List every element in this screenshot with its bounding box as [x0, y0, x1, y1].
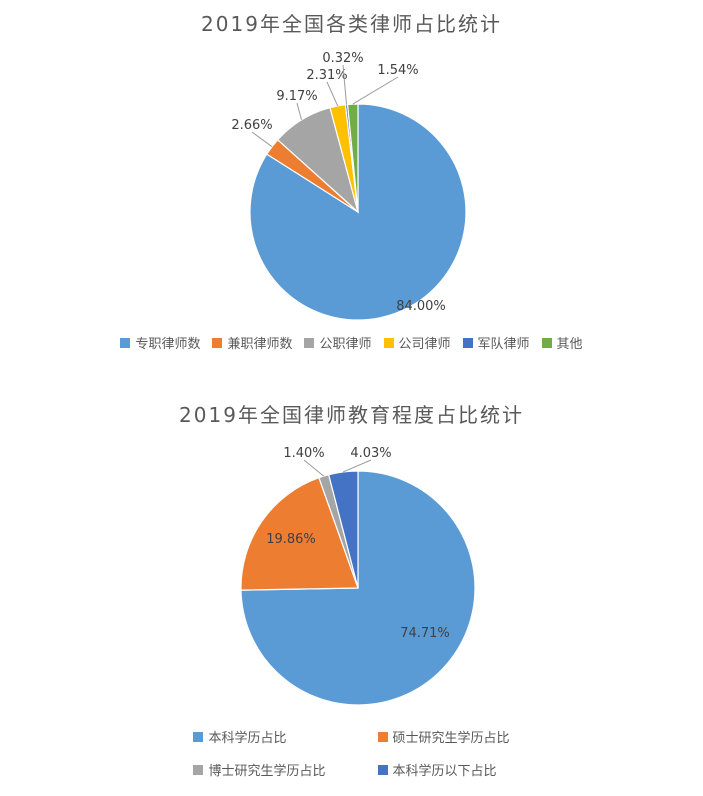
- legend-label: 军队律师: [477, 337, 530, 352]
- legend-label: 其他: [556, 337, 583, 352]
- lawyer-type-pie: 84.00% 2.66% 9.17% 2.31% 0.32% 1.54%: [231, 51, 467, 321]
- legend-item: 硕士研究生学历占比: [377, 727, 510, 746]
- legend-label: 本科学历以下占比: [392, 764, 497, 779]
- leader-line: [342, 64, 347, 105]
- legend-item: 公职律师: [304, 333, 372, 352]
- leader-line: [352, 76, 399, 105]
- legend-label: 硕士研究生学历占比: [392, 731, 510, 746]
- chart-legend: 专职律师数 兼职律师数 公职律师 公司律师 军队律师 其他: [0, 333, 703, 352]
- pie-slice: [240, 470, 476, 706]
- legend-item: 其他: [541, 333, 583, 352]
- chart-title: 2019年全国律师教育程度占比统计: [179, 403, 524, 427]
- legend-item: 军队律师: [462, 333, 530, 352]
- leader-line: [303, 459, 325, 477]
- pie-slice: [346, 103, 359, 213]
- slice-percent-label: 84.00%: [396, 299, 446, 314]
- legend-label: 兼职律师数: [227, 337, 293, 352]
- slice-percent-label: 0.32%: [322, 51, 363, 66]
- legend-label: 公司律师: [398, 337, 451, 352]
- legend-label: 专职律师数: [135, 337, 201, 352]
- legend-item: 专职律师数: [120, 333, 200, 352]
- chart-legend: 本科学历占比 硕士研究生学历占比博士研究生学历占比 本科学历以下占比: [0, 727, 703, 779]
- legend-swatch: [377, 764, 388, 775]
- legend-swatch: [193, 764, 204, 775]
- slice-percent-label: 4.03%: [350, 446, 391, 461]
- legend-item: 公司律师: [383, 333, 451, 352]
- leader-line: [251, 131, 273, 148]
- chart-title: 2019年全国各类律师占比统计: [201, 12, 502, 36]
- slice-percent-label: 2.31%: [306, 68, 347, 83]
- lawyer-education-chart: 74.71% 19.86% 1.40% 4.03% 2019年全国律师教育程度占比统计…: [0, 375, 703, 796]
- legend-label: 公职律师: [319, 337, 372, 352]
- lawyer-education-pie: 74.71% 19.86% 1.40% 4.03%: [240, 446, 476, 706]
- leader-line: [326, 81, 339, 107]
- slice-percent-label: 2.66%: [231, 118, 272, 133]
- leader-line: [343, 459, 372, 473]
- legend-swatch: [120, 337, 131, 348]
- legend-swatch: [377, 731, 388, 742]
- legend-item: 本科学历以下占比: [377, 760, 510, 779]
- legend-item: 博士研究生学历占比: [193, 760, 326, 779]
- legend-label: 本科学历占比: [208, 731, 287, 746]
- slice-percent-label: 1.40%: [283, 446, 324, 461]
- legend-swatch: [212, 337, 223, 348]
- legend-swatch: [193, 731, 204, 742]
- legend-swatch: [541, 337, 552, 348]
- leader-line: [296, 102, 302, 121]
- lawyer-type-chart: 84.00% 2.66% 9.17% 2.31% 0.32% 1.54% 2019年全国各…: [0, 0, 703, 360]
- legend-swatch: [462, 337, 473, 348]
- slice-percent-label: 1.54%: [377, 63, 418, 78]
- legend-swatch: [304, 337, 315, 348]
- legend-item: 本科学历占比: [193, 727, 325, 746]
- legend-item: 兼职律师数: [212, 333, 292, 352]
- slice-percent-label: 74.71%: [400, 626, 450, 641]
- legend-label: 博士研究生学历占比: [208, 764, 326, 779]
- legend-swatch: [383, 337, 394, 348]
- slice-percent-label: 19.86%: [266, 532, 316, 547]
- slice-percent-label: 9.17%: [276, 89, 317, 104]
